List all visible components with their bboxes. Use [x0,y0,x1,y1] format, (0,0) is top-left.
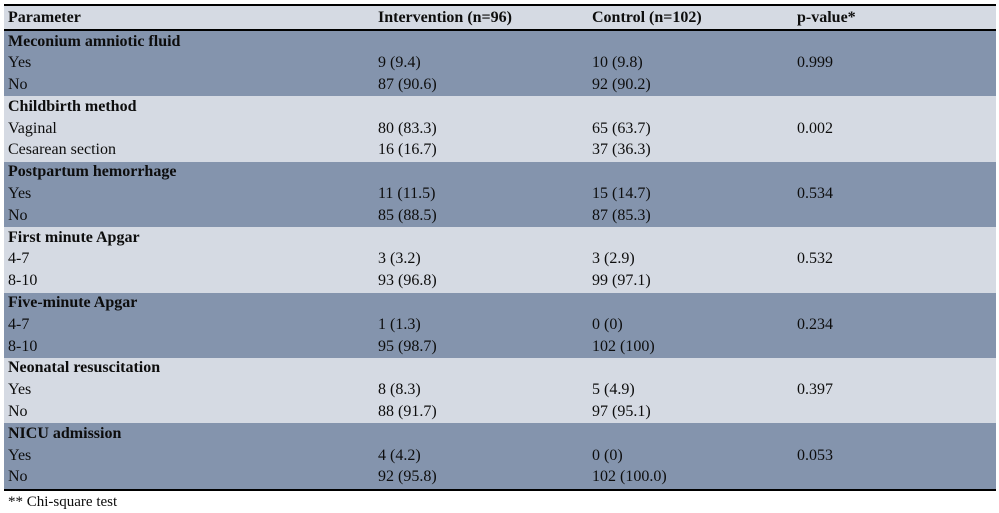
intervention-cell: 3 (3.2) [374,248,588,271]
table-row: No 87 (90.6) 92 (90.2) [4,74,996,97]
row-label: Vaginal [4,118,374,140]
section-header-row: Postpartum hemorrhage [4,161,996,184]
pvalue-cell [793,139,996,162]
intervention-cell: 8 (8.3) [374,379,588,402]
intervention-cell: 88 (91.7) [374,401,588,424]
col-header-pvalue: p-value* [793,5,996,31]
intervention-cell: 11 (11.5) [374,183,588,206]
section-header-row: Five-minute Apgar [4,292,996,315]
table-row: 8-10 93 (96.8) 99 (97.1) [4,270,996,293]
pvalue-cell: 0.053 [793,445,996,467]
pvalue-cell: 0.397 [793,379,996,402]
pvalue-cell [793,74,996,97]
pvalue-cell: 0.002 [793,118,996,140]
table-row: Yes 8 (8.3) 5 (4.9) 0.397 [4,379,996,402]
control-cell: 0 (0) [588,314,793,337]
section-title: Meconium amniotic fluid [4,30,996,53]
section-header-row: Neonatal resuscitation [4,357,996,380]
row-label: 4-7 [4,248,374,271]
intervention-cell: 4 (4.2) [374,445,588,467]
section-title: Five-minute Apgar [4,292,996,315]
table-row: 4-7 1 (1.3) 0 (0) 0.234 [4,314,996,337]
intervention-cell: 9 (9.4) [374,52,588,75]
control-cell: 97 (95.1) [588,401,793,424]
control-cell: 5 (4.9) [588,379,793,402]
row-label: Yes [4,379,374,402]
section-header-row: Meconium amniotic fluid [4,30,996,53]
row-label: Yes [4,183,374,206]
row-label: No [4,466,374,490]
control-cell: 87 (85.3) [588,205,793,228]
col-header-parameter: Parameter [4,5,374,31]
intervention-cell: 80 (83.3) [374,118,588,140]
table-row: No 88 (91.7) 97 (95.1) [4,401,996,424]
table-footnote: ** Chi-square test [8,493,118,510]
pvalue-cell: 0.534 [793,183,996,206]
table-row: 8-10 95 (98.7) 102 (100) [4,336,996,358]
pvalue-cell [793,401,996,424]
row-label: 4-7 [4,314,374,337]
col-header-control: Control (n=102) [588,5,793,31]
control-cell: 10 (9.8) [588,52,793,75]
intervention-cell: 87 (90.6) [374,74,588,97]
intervention-cell: 16 (16.7) [374,139,588,162]
pvalue-cell: 0.234 [793,314,996,337]
column-header-row: Parameter Intervention (n=96) Control (n… [4,5,996,31]
control-cell: 99 (97.1) [588,270,793,293]
control-cell: 37 (36.3) [588,139,793,162]
col-header-intervention: Intervention (n=96) [374,5,588,31]
section-title: First minute Apgar [4,227,996,249]
pvalue-cell [793,270,996,293]
section-title: Postpartum hemorrhage [4,161,996,184]
control-cell: 92 (90.2) [588,74,793,97]
table-row: Yes 4 (4.2) 0 (0) 0.053 [4,445,996,467]
row-label: No [4,74,374,97]
pvalue-cell [793,466,996,490]
row-label: Yes [4,445,374,467]
table-row: Yes 11 (11.5) 15 (14.7) 0.534 [4,183,996,206]
intervention-cell: 92 (95.8) [374,466,588,490]
pvalue-cell [793,336,996,358]
row-label: No [4,401,374,424]
section-title: NICU admission [4,423,996,446]
row-label: 8-10 [4,336,374,358]
table-row: Vaginal 80 (83.3) 65 (63.7) 0.002 [4,118,996,140]
control-cell: 0 (0) [588,445,793,467]
intervention-cell: 1 (1.3) [374,314,588,337]
section-header-row: Childbirth method [4,96,996,119]
section-header-row: First minute Apgar [4,227,996,249]
pvalue-cell: 0.532 [793,248,996,271]
row-label: No [4,205,374,228]
section-title: Neonatal resuscitation [4,357,996,380]
intervention-cell: 95 (98.7) [374,336,588,358]
row-label: 8-10 [4,270,374,293]
intervention-cell: 93 (96.8) [374,270,588,293]
control-cell: 102 (100) [588,336,793,358]
control-cell: 65 (63.7) [588,118,793,140]
table-row: No 85 (88.5) 87 (85.3) [4,205,996,228]
control-cell: 15 (14.7) [588,183,793,206]
table-row: Yes 9 (9.4) 10 (9.8) 0.999 [4,52,996,75]
table-row: Cesarean section 16 (16.7) 37 (36.3) [4,139,996,162]
section-header-row: NICU admission [4,423,996,446]
table-row: No 92 (95.8) 102 (100.0) [4,466,996,490]
section-title: Childbirth method [4,96,996,119]
intervention-cell: 85 (88.5) [374,205,588,228]
row-label: Yes [4,52,374,75]
pvalue-cell: 0.999 [793,52,996,75]
outcomes-table: Parameter Intervention (n=96) Control (n… [4,4,996,491]
table-row: 4-7 3 (3.2) 3 (2.9) 0.532 [4,248,996,271]
control-cell: 3 (2.9) [588,248,793,271]
row-label: Cesarean section [4,139,374,162]
control-cell: 102 (100.0) [588,466,793,490]
pvalue-cell [793,205,996,228]
